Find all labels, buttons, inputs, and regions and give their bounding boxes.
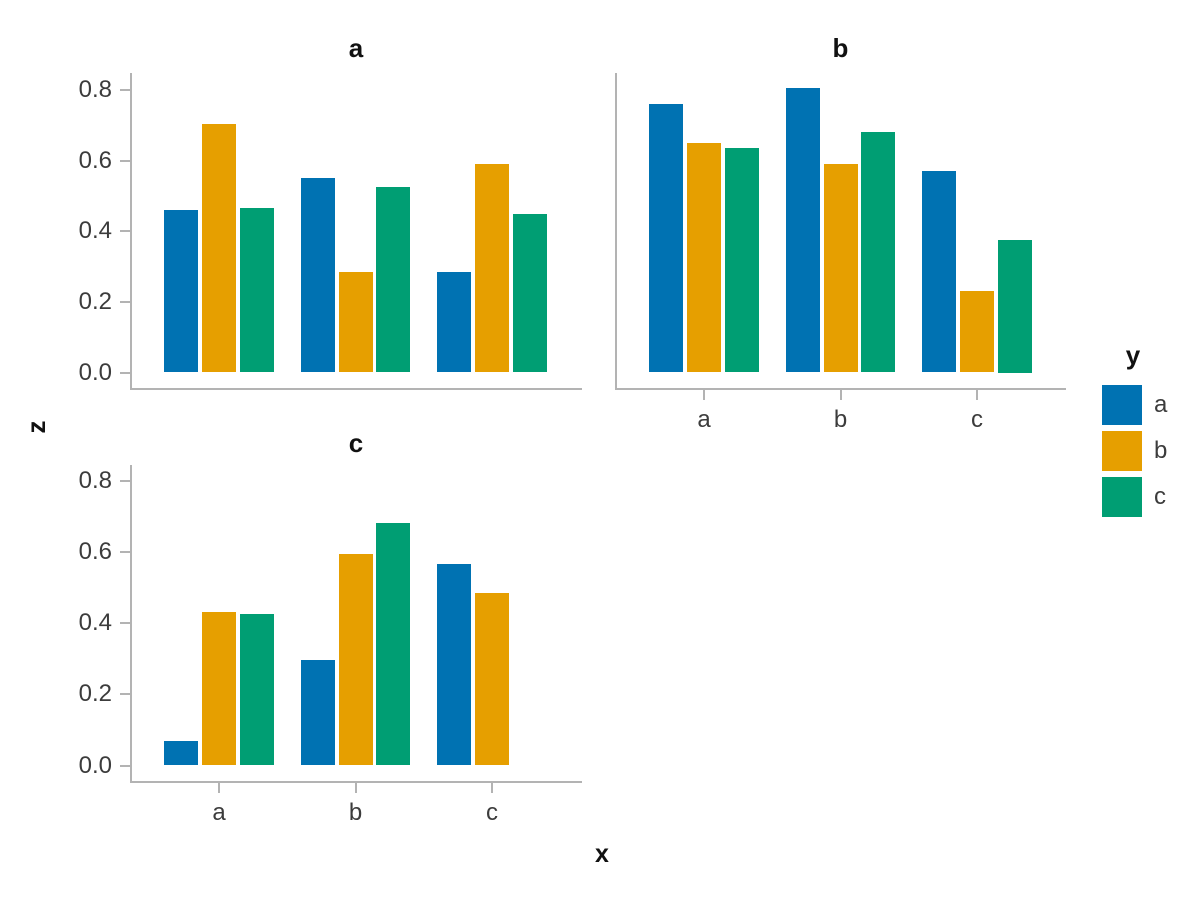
y-tick-label: 0.8 [78,466,112,494]
y-tick [120,89,130,92]
bar-b-b-b [823,164,858,373]
bar-b-b-a [785,88,820,373]
y-tick [120,479,130,482]
bar-c-c-b [475,592,509,766]
y-tick-label: 0.4 [78,217,112,245]
y-tick [120,622,130,625]
y-tick [120,159,130,162]
legend-label: b [1154,437,1168,464]
y-tick-label: 0.0 [78,751,112,779]
x-tick-label: a [212,798,226,826]
y-tick [120,371,130,374]
y-tick [120,550,130,553]
bar-b-a-c [724,148,759,373]
y-tick-label: 0.6 [78,537,112,565]
x-tick-label: c [971,406,983,433]
x-tick [976,390,978,400]
y-axis-line [130,73,132,390]
facet-title: b [832,33,849,63]
x-tick [491,782,493,793]
bar-c-b-a [300,660,335,766]
x-tick-label: b [833,406,848,433]
y-tick [120,693,130,696]
bar-a-b-a [300,178,335,373]
y-axis-line [130,465,132,783]
y-axis-line [615,73,617,390]
bar-c-b-c [376,523,411,766]
y-tick-label: 0.2 [78,680,112,708]
legend-label: c [1154,483,1166,510]
x-tick-label: c [486,798,498,826]
legend-title: y [1125,340,1141,370]
legend-label: a [1154,391,1168,418]
y-tick-label: 0.0 [78,358,112,386]
bar-c-b-b [338,553,373,766]
bar-a-a-a [164,210,199,373]
bar-a-a-b [202,123,236,373]
x-axis-line [130,780,582,783]
y-tick-label: 0.2 [78,287,112,315]
y-axis-title: z [21,420,51,434]
facet-title: a [348,33,364,63]
x-axis-line [130,388,582,390]
bar-c-a-a [164,740,199,766]
y-tick [120,764,130,767]
x-tick [218,782,220,793]
bar-b-c-c [997,240,1032,373]
bar-a-c-b [475,164,509,373]
x-tick [703,390,705,400]
bar-a-b-b [338,271,373,373]
y-tick-label: 0.6 [78,146,112,174]
bar-a-a-c [239,208,274,373]
facet-title: c [348,428,364,458]
y-tick-label: 0.4 [78,609,112,637]
bar-b-a-a [649,104,684,373]
bar-b-c-b [960,291,994,373]
x-tick-label: a [697,406,711,433]
x-tick [839,390,842,400]
bar-b-a-b [687,143,721,373]
y-tick [120,300,130,303]
x-tick [354,782,357,793]
bar-a-c-c [512,213,547,373]
bar-c-a-b [202,612,236,766]
x-axis-title: x [595,840,609,868]
y-tick [120,230,130,233]
bar-c-c-a [437,564,472,766]
x-axis-line [615,388,1066,390]
bar-b-c-a [922,171,957,373]
x-tick-label: b [348,798,363,826]
legend-swatch [1102,385,1142,425]
bar-a-b-c [376,187,411,373]
legend-swatch [1102,431,1142,471]
legend-swatch [1102,477,1142,517]
y-tick-label: 0.8 [78,76,112,104]
bar-a-c-a [437,271,472,373]
bar-b-b-c [861,132,896,373]
bar-c-a-c [239,614,274,766]
